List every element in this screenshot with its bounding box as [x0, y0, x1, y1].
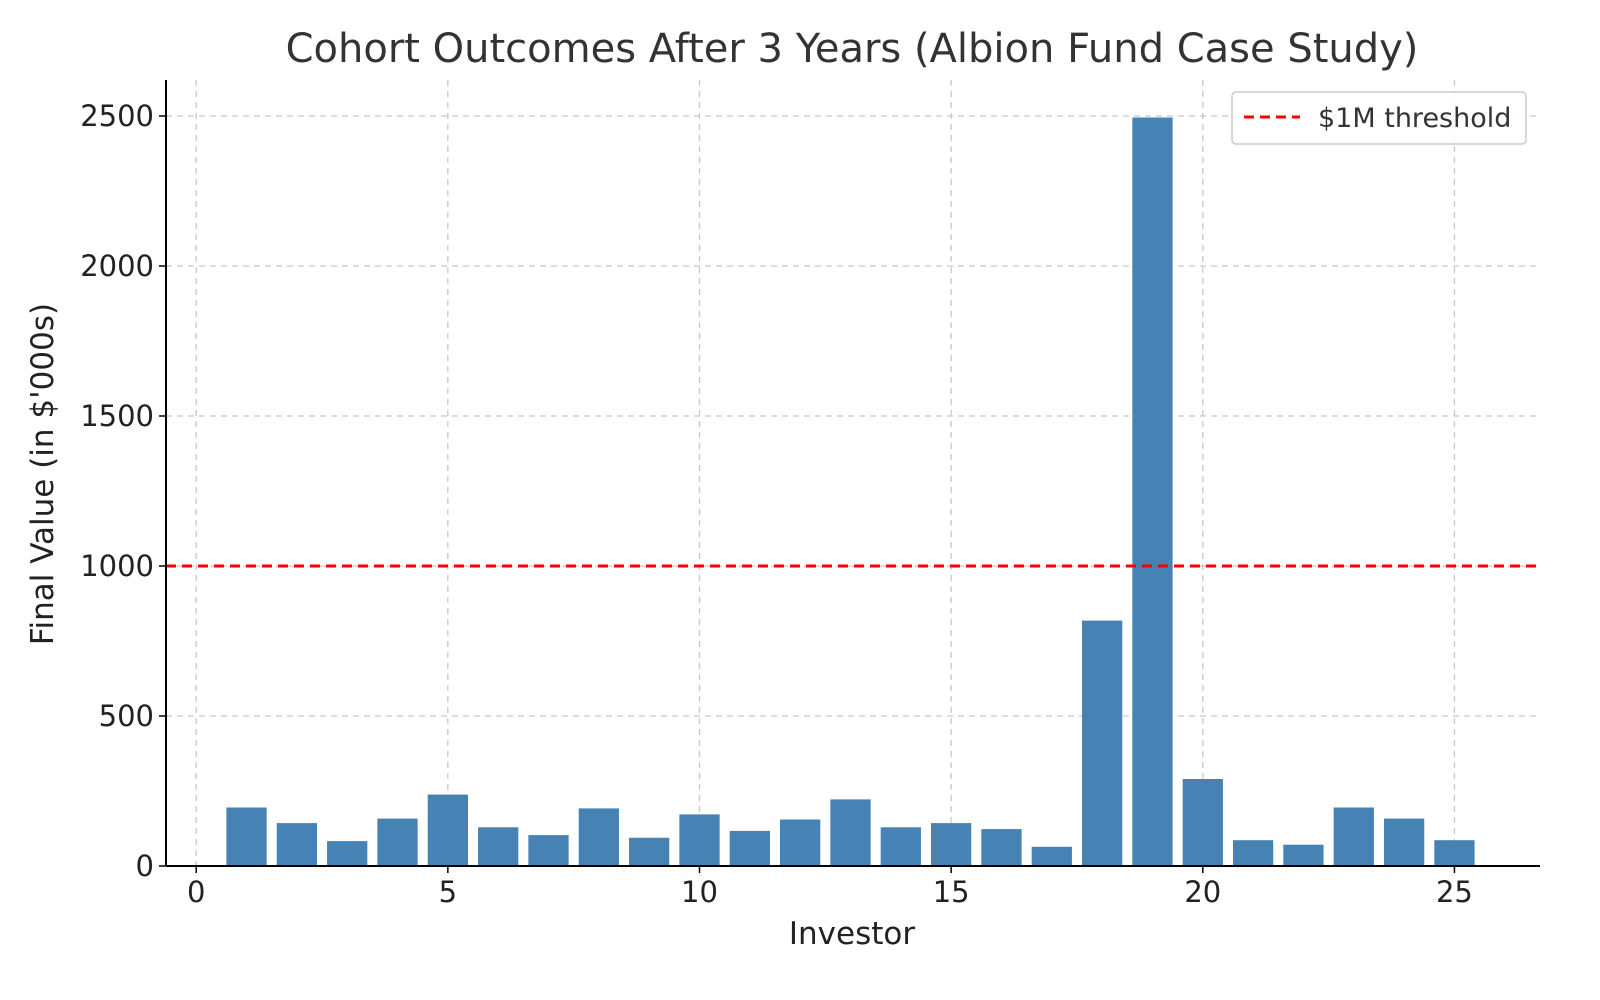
x-tick-label: 15: [933, 875, 970, 909]
bar-investor-4: [377, 818, 418, 866]
bar-investor-21: [1232, 840, 1274, 866]
y-tick-label: 0: [136, 849, 154, 883]
bar-investor-24: [1383, 818, 1425, 866]
x-tick-label: 5: [439, 875, 457, 909]
bar-investor-12: [780, 819, 821, 866]
bar-investor-14: [880, 827, 921, 866]
y-tick-label: 2000: [80, 249, 154, 283]
bar-investor-13: [830, 799, 871, 866]
bar-investor-16: [981, 829, 1022, 866]
y-tick-label: 2500: [80, 99, 154, 133]
y-tick-label: 500: [99, 699, 154, 733]
legend: $1M threshold: [1231, 91, 1527, 145]
bar-investor-7: [528, 835, 569, 866]
bar-investor-3: [327, 841, 368, 866]
bar-investor-15: [931, 823, 972, 866]
bar-investor-5: [427, 794, 468, 866]
bar-investor-17: [1031, 846, 1072, 866]
x-tick-label: 20: [1184, 875, 1221, 909]
axes-layer: [165, 80, 1540, 867]
bar-investor-2: [276, 823, 317, 866]
legend-label: $1M threshold: [1318, 103, 1511, 134]
bar-investor-20: [1182, 779, 1223, 866]
bar-investor-19: [1132, 117, 1173, 866]
legend-frame: [1231, 91, 1527, 145]
bar-investor-25: [1434, 840, 1475, 866]
bar-investor-23: [1333, 807, 1374, 866]
chart-title: Cohort Outcomes After 3 Years (Albion Fu…: [286, 26, 1419, 72]
bar-investor-6: [478, 827, 519, 866]
bar-investor-11: [729, 830, 770, 866]
y-tick-label: 1000: [80, 549, 154, 583]
bar-investor-9: [629, 837, 670, 866]
bar-investor-18: [1082, 620, 1123, 866]
x-axis-label: Investor: [789, 916, 915, 952]
y-axis-label: Final Value (in $'000s): [25, 303, 61, 645]
bar-investor-1: [226, 807, 267, 866]
bar-investor-22: [1283, 844, 1324, 866]
grid-layer: [166, 80, 1540, 867]
bars-layer: [226, 117, 1475, 866]
bar-investor-8: [578, 808, 619, 866]
ticks-layer: 0 5 10 15 20 25 0 500 1000 1500 2000 2500: [80, 99, 1473, 909]
x-tick-label: 10: [681, 875, 718, 909]
y-tick-label: 1500: [80, 399, 154, 433]
bar-investor-10: [679, 814, 720, 866]
x-tick-label: 25: [1436, 875, 1473, 909]
x-tick-label: 0: [187, 875, 205, 909]
